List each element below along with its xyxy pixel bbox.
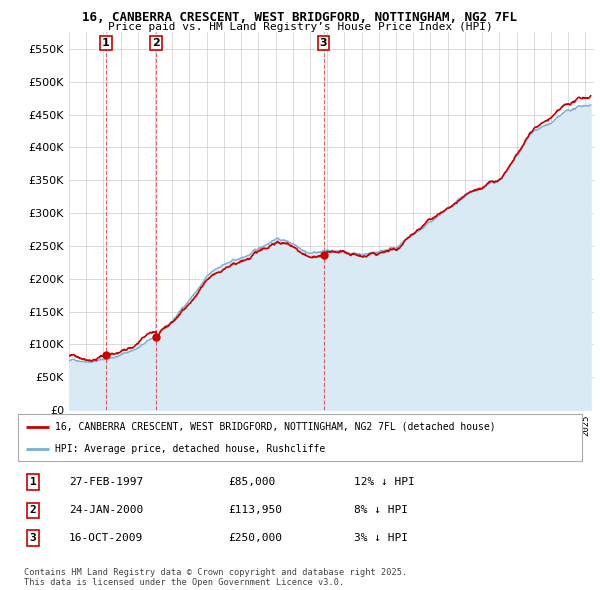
Text: 3: 3 [29, 533, 37, 543]
Text: 27-FEB-1997: 27-FEB-1997 [69, 477, 143, 487]
Text: Price paid vs. HM Land Registry’s House Price Index (HPI): Price paid vs. HM Land Registry’s House … [107, 22, 493, 32]
Text: 2: 2 [152, 38, 160, 48]
Text: 3: 3 [320, 38, 328, 48]
Text: £113,950: £113,950 [228, 506, 282, 515]
Text: 16-OCT-2009: 16-OCT-2009 [69, 533, 143, 543]
Text: 8% ↓ HPI: 8% ↓ HPI [354, 506, 408, 515]
Text: Contains HM Land Registry data © Crown copyright and database right 2025.
This d: Contains HM Land Registry data © Crown c… [24, 568, 407, 587]
Text: 1: 1 [102, 38, 110, 48]
Text: 24-JAN-2000: 24-JAN-2000 [69, 506, 143, 515]
Text: £85,000: £85,000 [228, 477, 275, 487]
Text: 16, CANBERRA CRESCENT, WEST BRIDGFORD, NOTTINGHAM, NG2 7FL (detached house): 16, CANBERRA CRESCENT, WEST BRIDGFORD, N… [55, 422, 495, 432]
Text: HPI: Average price, detached house, Rushcliffe: HPI: Average price, detached house, Rush… [55, 444, 325, 454]
Text: 16, CANBERRA CRESCENT, WEST BRIDGFORD, NOTTINGHAM, NG2 7FL: 16, CANBERRA CRESCENT, WEST BRIDGFORD, N… [83, 11, 517, 24]
Text: 1: 1 [29, 477, 37, 487]
Text: 2: 2 [29, 506, 37, 515]
Text: £250,000: £250,000 [228, 533, 282, 543]
Text: 12% ↓ HPI: 12% ↓ HPI [354, 477, 415, 487]
Text: 3% ↓ HPI: 3% ↓ HPI [354, 533, 408, 543]
